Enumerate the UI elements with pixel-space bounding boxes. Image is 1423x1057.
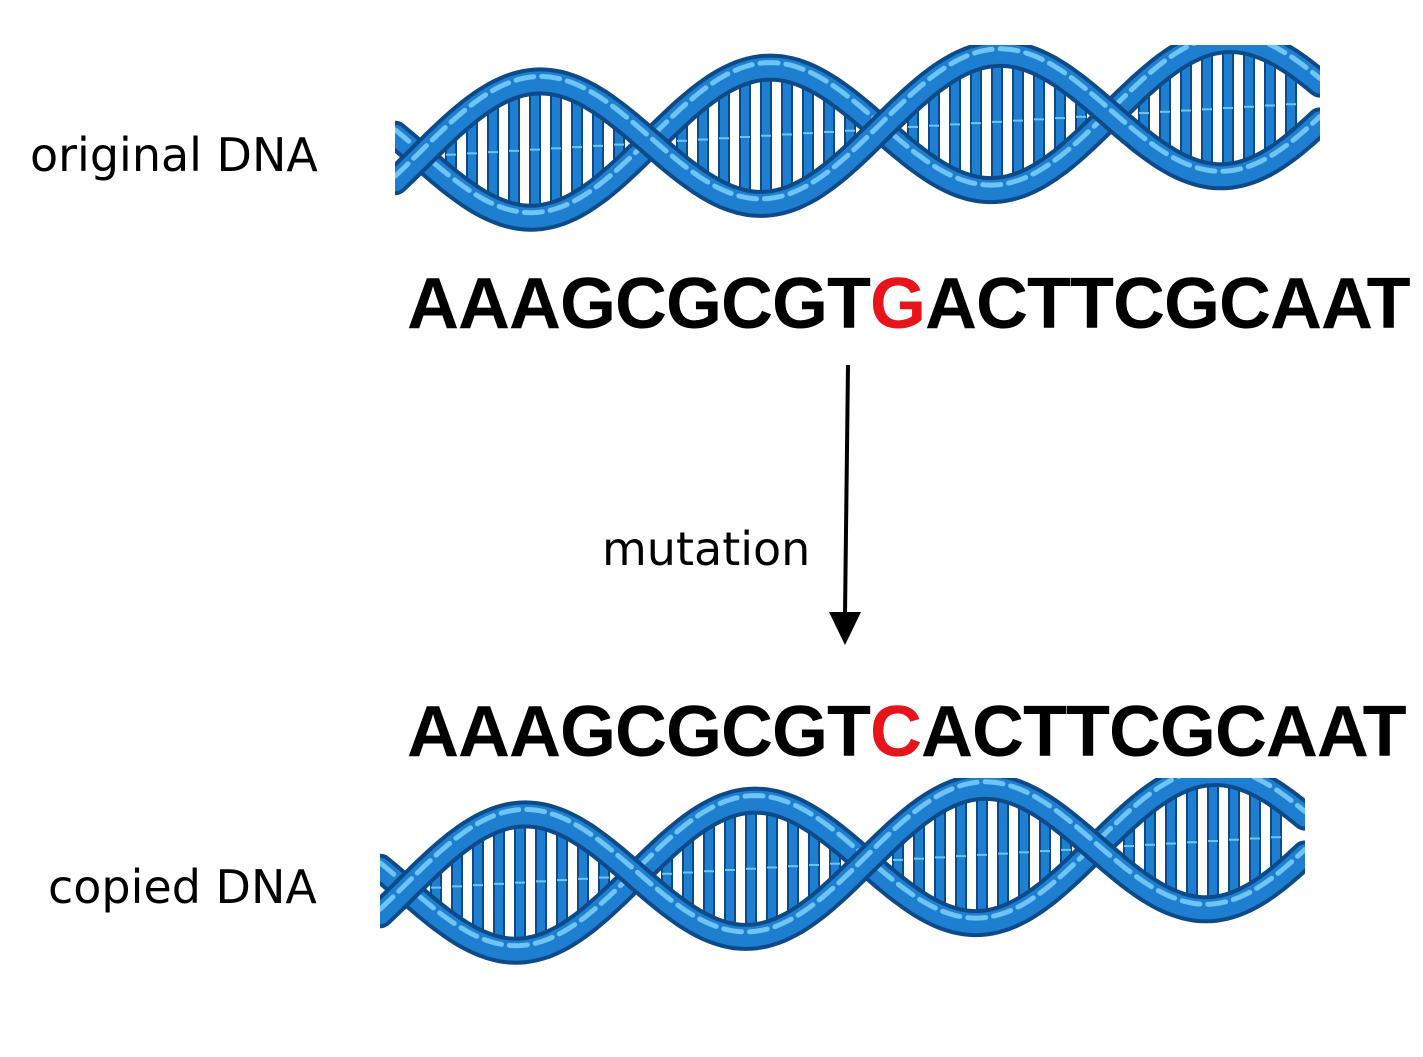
helix-strand-highlight	[395, 45, 1320, 216]
dna-double-helix-icon	[380, 778, 1305, 965]
helix-strand	[380, 778, 1305, 947]
original-sequence: AAAGCGCGTGACTTCGCAAT	[407, 268, 1411, 340]
arrow-down-icon	[829, 364, 861, 645]
helix-strand-highlight	[380, 778, 1305, 949]
helix-strand-highlight	[380, 779, 1305, 935]
copied-mutated-base: C	[869, 692, 922, 772]
helix-strand	[380, 778, 1305, 961]
original-sequence-before: AAAGCGCGT	[407, 264, 871, 344]
original-sequence-after: ACTTCGCAAT	[925, 264, 1411, 344]
dna-double-helix-icon	[395, 45, 1320, 232]
copied-dna-label: copied DNA	[48, 860, 317, 914]
original-dna-label: original DNA	[30, 128, 318, 182]
helix-strand-highlight	[395, 46, 1320, 202]
copied-sequence-before: AAAGCGCGT	[407, 692, 871, 772]
copied-sequence-after: ACTTCGCAAT	[920, 692, 1407, 772]
helix-strand	[395, 45, 1320, 214]
copied-sequence: AAAGCGCGTCACTTCGCAAT	[407, 696, 1407, 768]
original-mutated-base: G	[869, 264, 926, 344]
helix-strand	[395, 45, 1320, 228]
mutation-label: mutation	[602, 522, 811, 576]
